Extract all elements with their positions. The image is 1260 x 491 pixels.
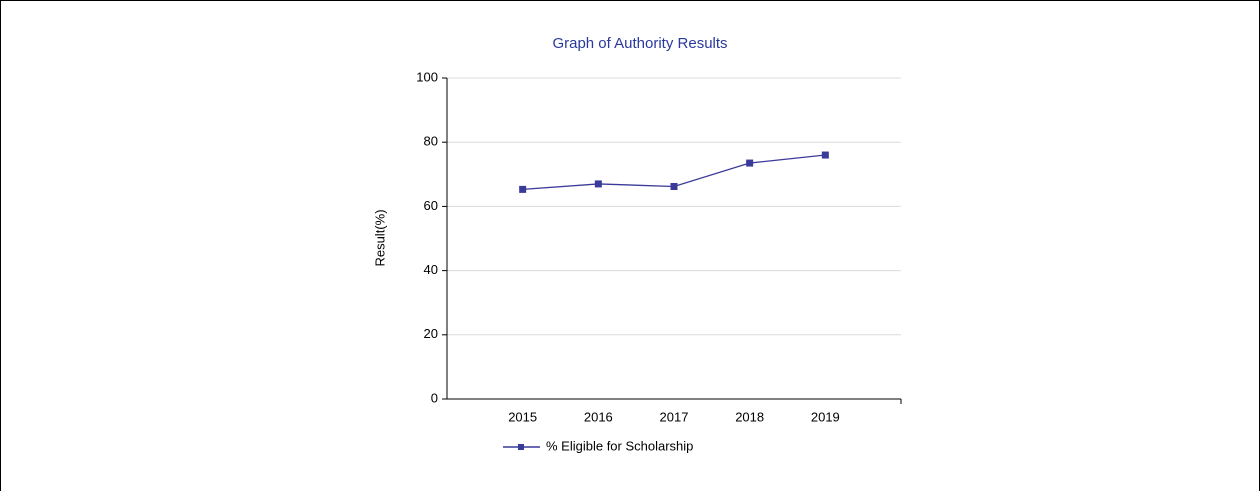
legend-label: % Eligible for Scholarship: [546, 438, 693, 453]
y-tick-label: 100: [416, 69, 438, 84]
chart-title: Graph of Authority Results: [552, 35, 727, 52]
y-tick-label: 80: [424, 134, 438, 149]
y-tick-label: 40: [424, 262, 438, 277]
y-tick-label: 60: [424, 198, 438, 213]
x-tick-label: 2017: [660, 409, 689, 424]
point: [821, 151, 829, 159]
x-tick-label: 2019: [811, 409, 840, 424]
x-tick-label: 2018: [735, 409, 764, 424]
point: [746, 159, 754, 167]
point: [670, 182, 678, 190]
x-tick-label: 2015: [508, 409, 537, 424]
x-tick-label: 2016: [584, 409, 613, 424]
legend-marker: [518, 444, 524, 450]
y-axis-label: Result(%): [372, 209, 387, 266]
y-tick-label: 0: [431, 390, 438, 405]
point: [519, 185, 527, 193]
point: [594, 180, 602, 188]
y-tick-label: 20: [424, 326, 438, 341]
